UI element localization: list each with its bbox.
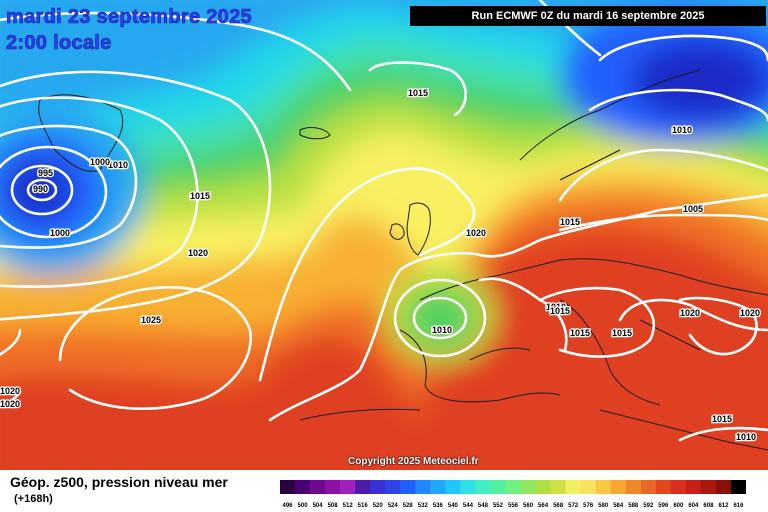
- pressure-label: 990: [33, 184, 48, 194]
- pressure-label: 1015: [570, 328, 590, 338]
- scale-swatch: [460, 480, 476, 494]
- coastlines: [38, 69, 768, 451]
- scale-label: 616: [733, 503, 744, 509]
- scale-label: 596: [658, 503, 669, 509]
- scale-swatch: [565, 480, 582, 494]
- legend-subtitle: (+168h): [14, 493, 53, 505]
- scale-label: 536: [433, 503, 444, 509]
- pressure-labels: 995 990 1000 1010 1000 1015 1020 1025 10…: [0, 87, 761, 444]
- pressure-label: 1015: [560, 217, 580, 227]
- scale-label: 512: [343, 503, 354, 509]
- pressure-label: 1010: [546, 302, 566, 312]
- scale-swatch: [505, 480, 521, 494]
- pressure-label: 1015: [190, 191, 210, 201]
- pressure-label: 1010: [736, 432, 756, 442]
- scale-label: 520: [373, 503, 384, 509]
- scale-label: 516: [358, 503, 369, 509]
- pressure-label: 1015: [550, 306, 570, 316]
- scale-label: 560: [523, 503, 534, 509]
- scale-label: 608: [703, 503, 714, 509]
- scale-label: 580: [598, 503, 609, 509]
- pressure-label: 1010: [108, 160, 128, 170]
- scale-label: 508: [328, 503, 339, 509]
- scale-swatch: [535, 480, 551, 494]
- scale-swatch: [550, 480, 567, 494]
- scale-label: 592: [643, 503, 654, 509]
- pressure-label: 1015: [712, 414, 732, 424]
- scale-label: 556: [508, 503, 519, 509]
- run-info-banner: Run ECMWF 0Z du mardi 16 septembre 2025: [410, 6, 766, 26]
- scale-label: 496: [283, 503, 294, 509]
- scale-label: 604: [688, 503, 699, 509]
- scale-swatch: [670, 480, 687, 494]
- isobars: [0, 0, 768, 440]
- scale-swatch: [325, 480, 341, 494]
- scale-label: 528: [403, 503, 414, 509]
- scale-swatch: [520, 480, 536, 494]
- pressure-label: 1010: [432, 325, 452, 335]
- pressure-label: 1015: [612, 328, 632, 338]
- scale-swatch: [685, 480, 702, 494]
- scale-swatch: [385, 480, 401, 494]
- scale-label: 524: [388, 503, 399, 509]
- forecast-date: mardi 23 septembre 2025: [6, 6, 252, 29]
- scale-label: 600: [673, 503, 684, 509]
- forecast-time: 2:00 locale: [6, 32, 112, 55]
- scale-swatch: [400, 480, 416, 494]
- scale-label: 544: [463, 503, 474, 509]
- scale-label: 584: [613, 503, 624, 509]
- scale-label: 540: [448, 503, 459, 509]
- scale-swatch: [340, 480, 356, 494]
- scale-label: 568: [553, 503, 564, 509]
- scale-swatch: [595, 480, 612, 494]
- color-scale: [280, 480, 746, 494]
- scale-swatch: [445, 480, 461, 494]
- pressure-label: 1020: [188, 248, 208, 258]
- pressure-label: 1020: [466, 228, 486, 238]
- pressure-label: 1020: [740, 308, 760, 318]
- scale-swatch: [280, 480, 296, 494]
- pressure-label: 1000: [50, 228, 70, 238]
- scale-swatch: [310, 480, 326, 494]
- scale-swatch: [655, 480, 672, 494]
- scale-label: 504: [313, 503, 324, 509]
- pressure-label: 1000: [90, 157, 110, 167]
- pressure-label: 1005: [683, 204, 703, 214]
- scale-swatch: [430, 480, 446, 494]
- color-scale-labels: 496 500 504 508 512 516 520 524 528 532 536 540 544 5…: [283, 503, 745, 509]
- scale-label: 572: [568, 503, 579, 509]
- scale-label: 576: [583, 503, 594, 509]
- scale-swatch: [580, 480, 597, 494]
- scale-swatch: [625, 480, 642, 494]
- scale-label: 548: [478, 503, 489, 509]
- pressure-label: 1020: [680, 308, 700, 318]
- pressure-label: 1025: [141, 315, 161, 325]
- scale-swatch: [475, 480, 491, 494]
- pressure-label: 1020: [0, 399, 20, 409]
- scale-label: 500: [298, 503, 309, 509]
- scale-swatch: [415, 480, 431, 494]
- scale-swatch: [355, 480, 371, 494]
- scale-swatch: [490, 480, 506, 494]
- scale-label: 532: [418, 503, 429, 509]
- scale-label: 552: [493, 503, 504, 509]
- geopotential-field: [0, 0, 768, 470]
- scale-swatch: [370, 480, 386, 494]
- scale-swatch: [700, 480, 717, 494]
- copyright: Copyright 2025 Meteociel.fr: [348, 456, 479, 467]
- scale-label: 564: [538, 503, 549, 509]
- scale-swatch: [715, 480, 732, 494]
- pressure-label: 1010: [672, 125, 692, 135]
- pressure-label: 1020: [0, 386, 20, 396]
- scale-label: 588: [628, 503, 639, 509]
- scale-swatch: [640, 480, 657, 494]
- scale-swatch: [610, 480, 627, 494]
- scale-swatch: [295, 480, 311, 494]
- pressure-label: 1015: [408, 88, 428, 98]
- scale-swatch: [730, 480, 746, 494]
- weather-map: 995 990 1000 1010 1000 1015 1020 1025 10…: [0, 0, 768, 470]
- scale-label: 612: [718, 503, 729, 509]
- legend-title: Géop. z500, pression niveau mer: [10, 474, 228, 490]
- pressure-label: 995: [38, 168, 53, 178]
